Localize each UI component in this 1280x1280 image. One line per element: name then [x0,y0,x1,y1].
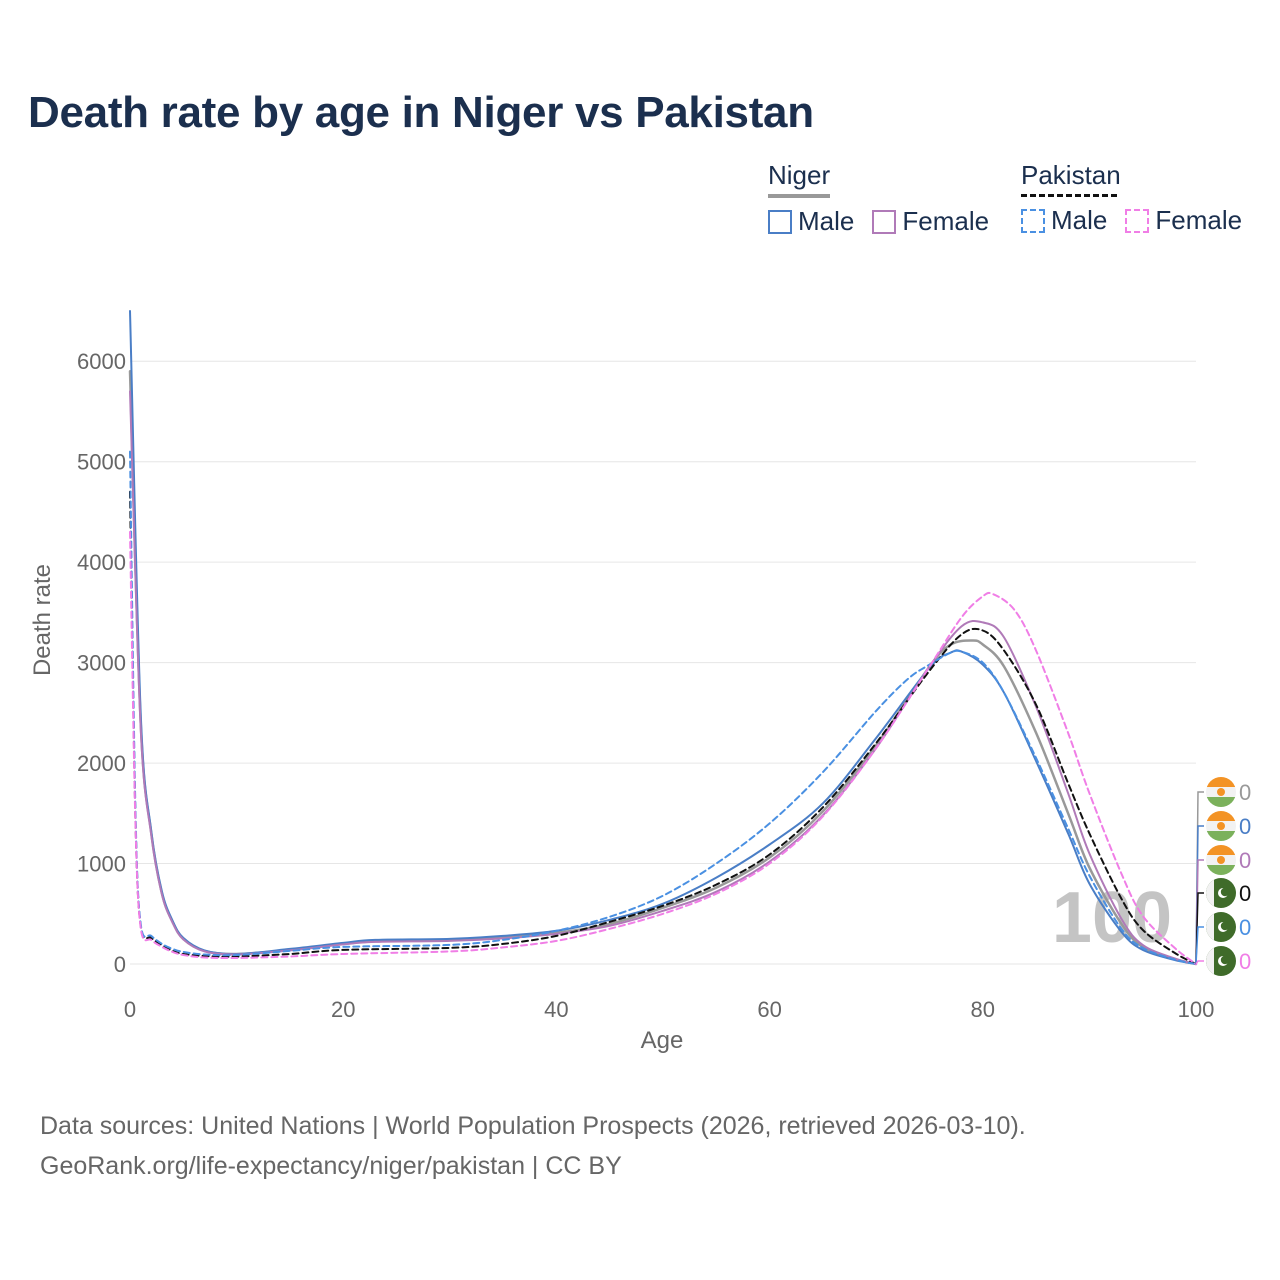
y-tick-label: 0 [114,952,126,977]
end-value-label: 0 [1239,780,1251,805]
x-tick-label: 20 [331,997,355,1022]
y-tick-label: 4000 [77,550,126,575]
legend-group-pakistan-label: Pakistan [1021,160,1121,190]
x-tick-label: 80 [971,997,995,1022]
end-value-label: 0 [1239,915,1251,940]
legend-group-pakistan-line [1021,194,1117,197]
series-line-pakistan-total[interactable] [129,490,1197,965]
series-line-niger-total[interactable] [128,370,1198,966]
y-tick-label: 3000 [77,651,126,676]
legend-group-niger-label: Niger [768,160,831,190]
end-value-label: 0 [1239,848,1251,873]
legend-label-pakistan-male: Male [1051,205,1108,235]
legend-group-pakistan[interactable]: Pakistan Male Female [1021,160,1242,236]
y-axis-label: Death rate [29,564,56,676]
footer: Data sources: United Nations | World Pop… [40,1106,1026,1186]
x-tick-label: 40 [544,997,568,1022]
end-value-label: 0 [1239,949,1251,974]
end-labels: 0 0 0 0 0 0 [1195,777,1251,976]
niger-flag-icon [1206,777,1236,807]
legend-group-niger[interactable]: Niger Male Female [768,160,989,237]
legend-label-niger-female: Female [902,206,990,236]
pakistan-flag-icon [1206,946,1236,976]
footer-source: Data sources: United Nations | World Pop… [40,1112,1026,1140]
series-line-niger-female[interactable] [129,390,1197,965]
x-tick-label: 100 [1178,997,1215,1022]
series-line-pakistan-male[interactable] [129,450,1197,965]
legend-swatch-niger-female [872,209,897,234]
x-tick-label: 60 [757,997,781,1022]
end-value-label: 0 [1239,881,1251,906]
y-axis-ticks: 0 1000 2000 3000 4000 5000 6000 [77,349,126,977]
niger-flag-icon [1206,845,1236,875]
y-tick-label: 5000 [77,450,126,475]
y-tick-label: 6000 [77,349,126,374]
legend-swatch-pakistan-female [1125,208,1150,233]
end-value-label: 0 [1239,814,1251,839]
legend-label-pakistan-female: Female [1155,205,1243,235]
chart-title: Death rate by age in Niger vs Pakistan [28,88,814,137]
series-line-niger-male[interactable] [129,310,1197,965]
y-tick-label: 2000 [77,751,126,776]
x-axis-ticks: 0 20 40 60 80 100 [124,997,1214,1022]
niger-flag-icon [1206,811,1236,841]
x-axis-label: Age [641,1027,684,1054]
legend-swatch-pakistan-male [1021,208,1045,233]
footer-attribution[interactable]: GeoRank.org/life-expectancy/niger/pakist… [40,1152,622,1180]
grid-lines [130,360,1196,965]
end-connector [1195,960,1204,965]
y-tick-label: 1000 [77,852,126,877]
legend-item-niger-male[interactable]: Male [768,206,854,237]
legend-group-niger-line [768,194,830,198]
pakistan-flag-icon [1206,912,1236,942]
legend-label-niger-male: Male [798,206,855,236]
legend-item-pakistan-female[interactable]: Female [1125,205,1242,236]
end-connector [1195,926,1204,965]
legend-item-niger-female[interactable]: Female [872,206,989,237]
pakistan-flag-icon [1206,878,1236,908]
legend-item-pakistan-male[interactable]: Male [1021,205,1107,236]
x-tick-label: 0 [124,997,136,1022]
series-lines [128,310,1198,966]
legend-swatch-niger-male [768,209,792,234]
series-line-pakistan-female[interactable] [129,531,1197,965]
